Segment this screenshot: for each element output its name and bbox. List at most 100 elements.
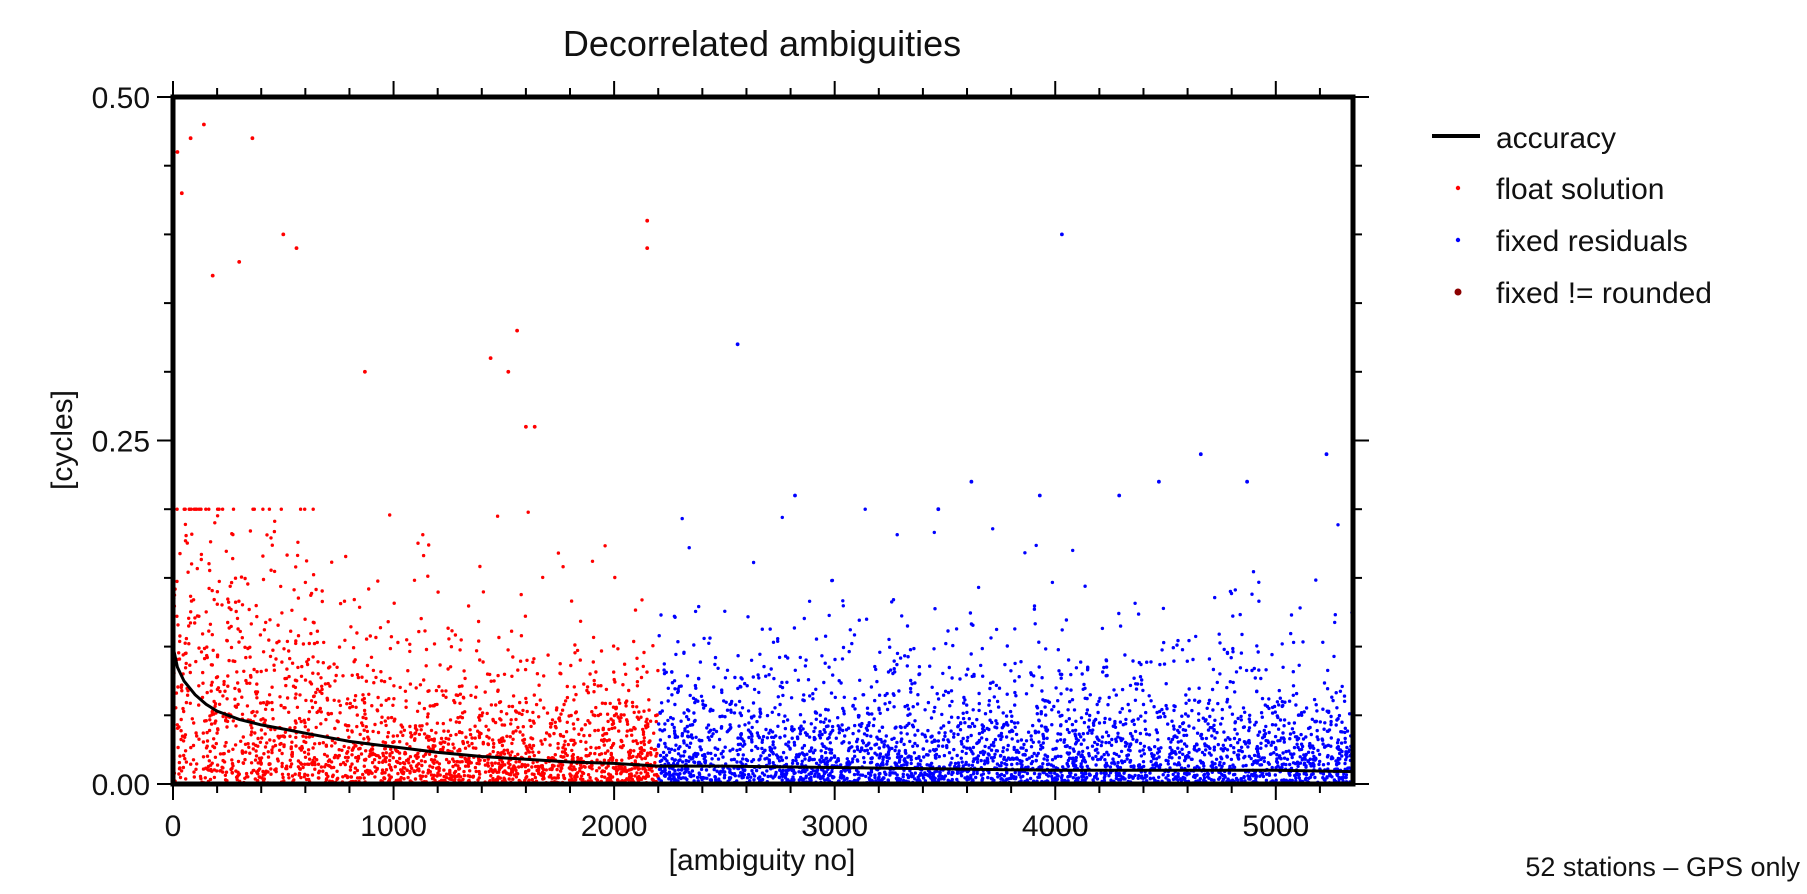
scatter-point bbox=[202, 656, 207, 661]
scatter-point bbox=[1131, 659, 1135, 663]
scatter-point bbox=[1094, 774, 1098, 778]
scatter-point bbox=[652, 773, 657, 777]
scatter-point bbox=[236, 681, 240, 685]
scatter-point bbox=[1037, 772, 1041, 776]
scatter-point bbox=[768, 627, 772, 631]
scatter-point bbox=[828, 751, 832, 755]
scatter-point bbox=[915, 702, 920, 706]
scatter-point bbox=[935, 769, 939, 773]
scatter-point bbox=[1288, 732, 1293, 736]
scatter-point bbox=[1103, 716, 1107, 721]
scatter-point bbox=[323, 682, 328, 686]
scatter-point bbox=[1171, 772, 1175, 777]
scatter-point bbox=[1171, 646, 1176, 650]
scatter-point bbox=[589, 745, 593, 750]
scatter-point bbox=[493, 768, 497, 773]
scatter-point bbox=[965, 739, 969, 743]
scatter-point bbox=[703, 755, 707, 759]
scatter-point bbox=[1314, 703, 1318, 707]
scatter-point bbox=[558, 719, 562, 723]
scatter-point bbox=[220, 603, 224, 607]
scatter-point bbox=[268, 738, 272, 742]
scatter-point bbox=[253, 731, 257, 735]
scatter-point bbox=[332, 662, 336, 666]
scatter-point bbox=[1026, 730, 1031, 734]
scatter-point bbox=[1055, 773, 1059, 777]
scatter-point bbox=[1008, 709, 1013, 714]
scatter-point bbox=[1059, 775, 1064, 780]
scatter-point bbox=[189, 507, 193, 511]
scatter-point bbox=[1299, 711, 1304, 715]
scatter-point bbox=[940, 712, 944, 717]
scatter-point bbox=[1144, 732, 1149, 736]
scatter-point bbox=[1282, 724, 1286, 728]
scatter-point bbox=[1292, 730, 1296, 735]
scatter-point bbox=[1074, 764, 1078, 768]
scatter-point bbox=[559, 672, 563, 676]
scatter-point bbox=[1332, 654, 1336, 659]
scatter-point bbox=[212, 775, 217, 780]
scatter-point bbox=[578, 769, 582, 773]
scatter-point bbox=[1306, 759, 1310, 763]
scatter-point bbox=[625, 777, 629, 781]
scatter-point bbox=[461, 740, 465, 744]
scatter-point bbox=[422, 732, 427, 736]
scatter-point bbox=[654, 754, 658, 758]
scatter-point bbox=[1177, 756, 1182, 760]
scatter-point bbox=[1080, 672, 1084, 676]
scatter-point bbox=[511, 694, 516, 698]
scatter-point bbox=[330, 744, 334, 748]
scatter-point bbox=[630, 700, 635, 705]
scatter-point bbox=[888, 700, 892, 705]
scatter-point bbox=[319, 710, 323, 714]
scatter-point bbox=[454, 732, 458, 737]
scatter-point bbox=[270, 707, 275, 712]
scatter-point bbox=[208, 622, 213, 626]
scatter-point bbox=[314, 587, 318, 592]
scatter-point bbox=[247, 607, 251, 612]
scatter-point bbox=[672, 679, 677, 683]
scatter-point bbox=[435, 774, 439, 778]
scatter-point bbox=[477, 735, 482, 740]
scatter-point bbox=[480, 711, 485, 715]
scatter-point bbox=[767, 673, 771, 677]
scatter-point bbox=[510, 704, 515, 709]
scatter-point bbox=[1254, 720, 1258, 724]
scatter-point bbox=[468, 774, 472, 778]
scatter-point bbox=[194, 659, 198, 664]
scatter-point bbox=[347, 735, 351, 739]
scatter-point bbox=[702, 636, 706, 641]
scatter-point bbox=[851, 703, 855, 708]
scatter-point bbox=[426, 712, 430, 716]
scatter-point bbox=[207, 728, 212, 733]
scatter-point bbox=[1158, 662, 1162, 667]
scatter-point bbox=[263, 771, 267, 776]
scatter-point bbox=[672, 725, 676, 730]
scatter-point bbox=[670, 722, 674, 727]
scatter-point bbox=[382, 679, 387, 684]
scatter-point bbox=[1080, 771, 1084, 775]
scatter-point bbox=[1097, 721, 1102, 725]
scatter-point bbox=[255, 614, 259, 619]
scatter-point bbox=[294, 246, 299, 251]
scatter-point bbox=[288, 765, 293, 769]
scatter-point bbox=[438, 663, 442, 667]
scatter-point bbox=[562, 776, 566, 780]
scatter-point bbox=[1247, 726, 1252, 730]
scatter-point bbox=[436, 590, 440, 594]
scatter-point bbox=[645, 246, 650, 251]
scatter-point bbox=[882, 743, 886, 747]
scatter-point bbox=[739, 732, 743, 737]
scatter-point bbox=[669, 715, 673, 720]
scatter-point bbox=[1143, 727, 1148, 732]
scatter-point bbox=[399, 730, 403, 734]
scatter-point bbox=[1334, 691, 1338, 695]
scatter-point bbox=[1136, 776, 1140, 780]
scatter-point bbox=[532, 424, 537, 429]
scatter-point bbox=[946, 771, 951, 775]
scatter-point bbox=[1296, 773, 1301, 777]
scatter-point bbox=[395, 734, 400, 738]
scatter-point bbox=[674, 772, 678, 776]
scatter-point bbox=[690, 736, 695, 740]
scatter-point bbox=[1044, 647, 1048, 651]
